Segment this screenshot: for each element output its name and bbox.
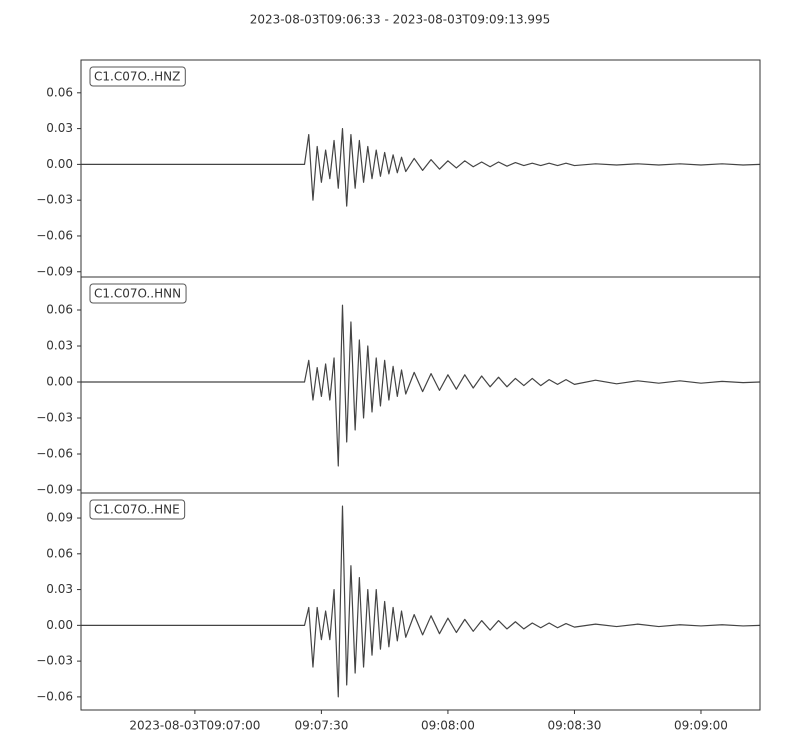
waveform [81, 304, 761, 467]
x-tick-label: 09:08:30 [547, 719, 601, 733]
y-tick-label: 0.00 [46, 375, 73, 389]
panel-frame [80, 276, 761, 494]
waveform [81, 128, 761, 207]
y-tick-label: 0.03 [46, 582, 73, 596]
y-tick-label: −0.03 [36, 193, 73, 207]
y-tick-label: 0.06 [46, 85, 73, 99]
y-tick-label: 0.06 [46, 303, 73, 317]
label-box [89, 66, 186, 87]
label-box [89, 283, 187, 304]
y-tick-label: 0.06 [46, 546, 73, 560]
y-tick-label: −0.03 [36, 654, 73, 668]
panel-frame [80, 492, 761, 711]
label-box [89, 499, 186, 520]
trace-label: C1.C07O..HNZ [94, 70, 180, 84]
x-tick-label: 2023-08-03T09:07:00 [129, 719, 260, 733]
y-tick-label: 0.09 [46, 511, 73, 525]
y-tick-label: −0.06 [36, 228, 73, 242]
y-tick-label: 0.03 [46, 339, 73, 353]
trace-label: C1.C07O..HNE [94, 503, 180, 517]
chart-title: 2023-08-03T09:06:33 - 2023-08-03T09:09:1… [250, 13, 551, 27]
x-tick-label: 09:07:30 [294, 719, 348, 733]
trace-label: C1.C07O..HNN [94, 287, 181, 301]
panel-frame [80, 59, 761, 278]
y-tick-label: 0.00 [46, 157, 73, 171]
x-tick-label: 09:09:00 [674, 719, 728, 733]
waveform [81, 505, 761, 698]
y-tick-label: 0.00 [46, 618, 73, 632]
x-tick-label: 09:08:00 [421, 719, 475, 733]
y-tick-label: −0.09 [36, 264, 73, 278]
y-tick-label: −0.03 [36, 411, 73, 425]
y-tick-label: 0.03 [46, 121, 73, 135]
y-tick-label: −0.09 [36, 483, 73, 497]
y-tick-label: −0.06 [36, 689, 73, 703]
y-tick-label: −0.06 [36, 447, 73, 461]
